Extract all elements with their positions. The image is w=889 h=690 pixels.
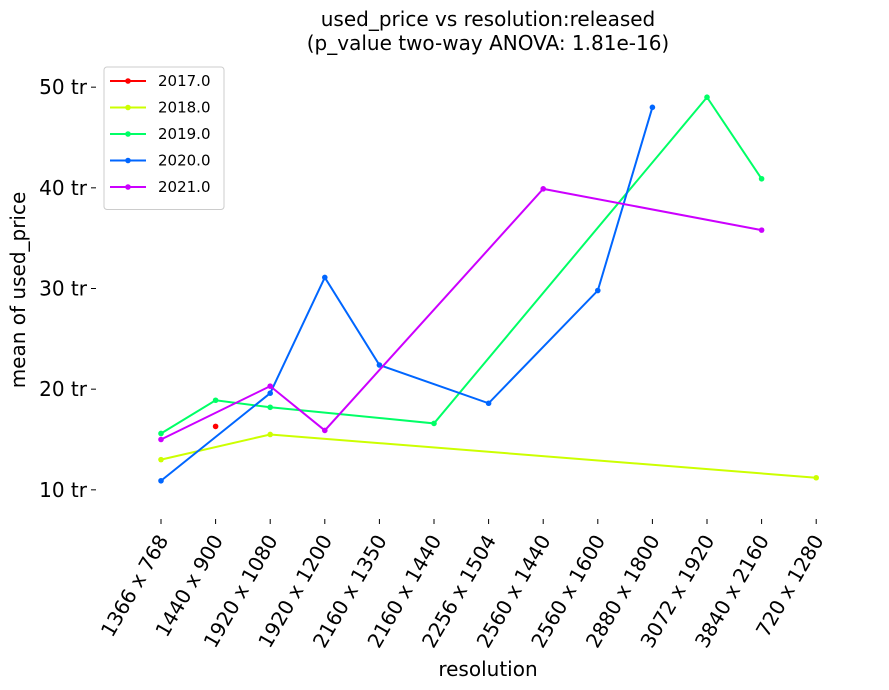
data-point [158,477,164,484]
y-axis-label: mean of used_price [6,192,30,389]
x-axis-label: resolution [438,657,537,681]
data-point [540,186,546,192]
legend-swatch-marker [125,184,131,190]
y-axis: 10 tr 20 tr 30 tr 40 tr 50 tr [39,75,96,502]
legend-swatch-marker [125,78,131,84]
series-2018.0 [158,431,819,481]
data-point [267,383,274,389]
series-2021.0 [158,186,765,443]
legend-swatch-marker [125,104,131,111]
data-point [267,390,274,396]
series-line [160,187,762,441]
legend-entry: 2020.0 [158,152,211,170]
data-point [376,362,383,368]
data-point [704,94,710,101]
y-tick-label: 50 tr [39,75,88,99]
data-point [212,397,219,404]
data-point [649,104,656,111]
data-point [813,474,819,481]
data-point [322,274,328,281]
legend: 2017.0 2018.0 2019.0 2020.0 2021.0 [103,66,225,210]
data-point [158,430,164,437]
y-tick-label: 10 tr [39,478,88,502]
series-2019.0 [158,94,765,437]
y-tick-label: 30 tr [39,277,88,301]
data-point [758,227,765,233]
legend-entry: 2018.0 [158,99,211,117]
plot-area [158,94,819,484]
chart-title: used_price vs resolution:released [321,7,656,31]
data-point [485,400,492,407]
data-point [158,456,164,463]
legend-entry: 2017.0 [158,72,211,90]
data-point [758,175,765,182]
data-point [322,427,328,434]
data-point [267,404,274,411]
series-line [160,95,763,435]
legend-entry: 2021.0 [158,178,211,196]
series-2017.0 [212,423,219,430]
series-line [160,107,654,482]
y-tick-label: 20 tr [39,377,88,401]
series-line [160,433,817,479]
series-2020.0 [158,104,656,484]
legend-swatch-marker [125,157,131,164]
legend-entry: 2019.0 [158,125,211,143]
legend-frame [103,66,225,210]
data-point [212,423,219,430]
data-point [431,420,437,427]
data-point [595,287,601,294]
y-tick-label: 40 tr [39,176,88,200]
legend-swatch-marker [125,131,131,137]
data-point [267,431,274,438]
data-point [158,436,164,443]
chart-subtitle: (p_value two-way ANOVA: 1.81e-16) [307,31,669,55]
